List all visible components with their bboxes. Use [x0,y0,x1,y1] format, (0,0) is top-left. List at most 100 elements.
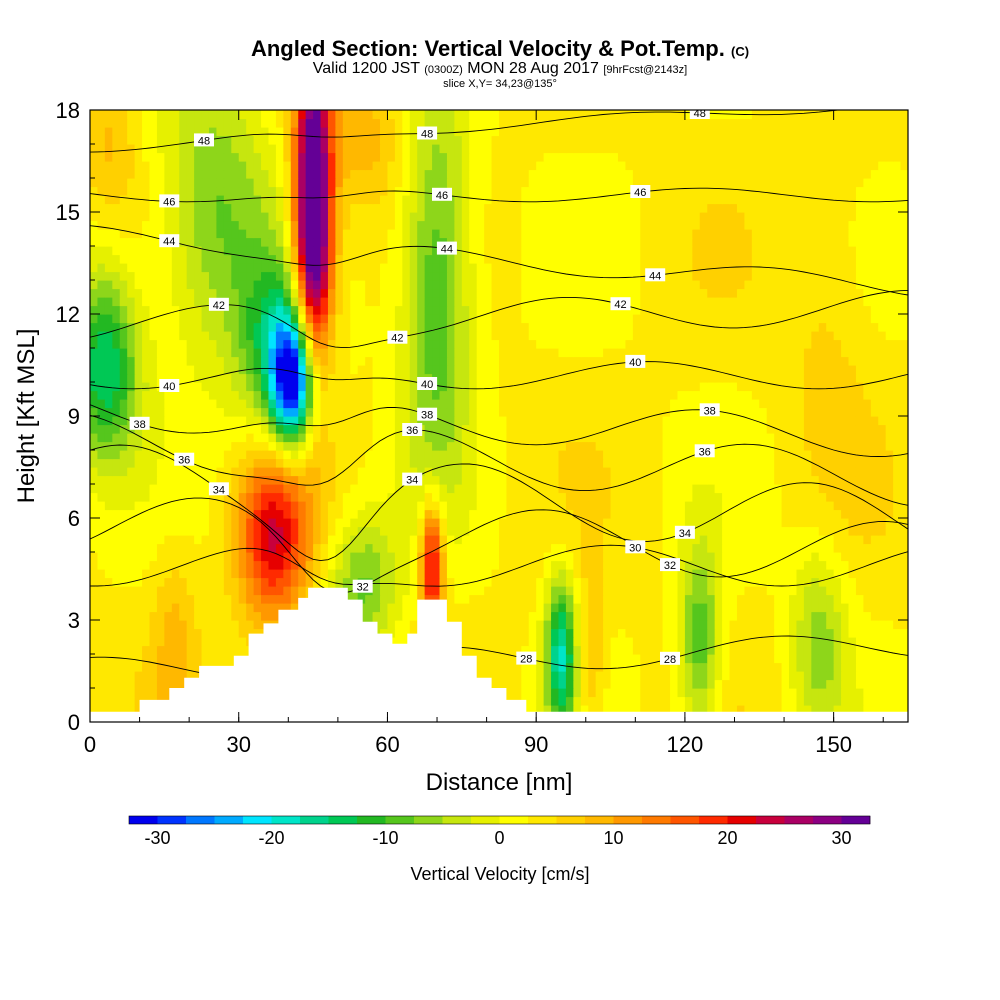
velocity-cell [826,348,835,358]
velocity-cell [818,484,827,494]
velocity-cell [335,577,344,587]
velocity-cell [461,492,470,502]
velocity-cell [789,620,798,630]
velocity-cell [208,399,218,409]
velocity-cell [402,560,411,570]
velocity-cell [327,339,336,349]
velocity-cell [283,356,292,366]
velocity-cell [186,671,195,681]
velocity-cell [789,416,798,426]
velocity-cell [826,705,835,715]
velocity-cell [402,484,411,494]
velocity-cell [744,569,753,579]
velocity-cell [580,637,589,647]
velocity-cell [387,458,396,468]
velocity-cell [216,331,225,341]
velocity-cell [551,348,560,358]
velocity-cell [521,348,530,358]
velocity-cell [632,654,641,664]
velocity-cell [781,484,790,494]
velocity-cell [231,331,240,341]
velocity-cell [231,560,240,570]
velocity-cell [625,560,634,570]
velocity-cell [142,382,151,392]
velocity-cell [625,586,634,596]
velocity-cell [499,348,508,358]
velocity-cell [647,518,656,528]
velocity-cell [766,688,775,698]
velocity-cell [729,373,738,383]
velocity-cell [833,560,842,570]
velocity-cell [885,433,894,443]
velocity-cell [625,467,634,477]
velocity-cell [380,611,389,621]
velocity-cell [290,467,299,477]
velocity-cell [268,560,277,570]
velocity-cell [677,450,686,460]
velocity-cell [841,382,850,392]
velocity-cell [640,467,649,477]
velocity-cell [789,586,798,596]
velocity-cell [573,577,582,587]
velocity-cell [223,458,232,468]
velocity-cell [357,484,366,494]
velocity-cell [223,441,232,451]
velocity-cell [551,407,560,417]
velocity-cell [112,535,121,545]
velocity-cell [223,620,232,630]
velocity-cell [841,416,850,426]
velocity-cell [692,628,701,638]
velocity-cell [662,373,671,383]
velocity-cell [357,348,366,358]
velocity-cell [617,339,627,349]
velocity-cell [617,662,627,672]
velocity-cell [848,688,857,698]
velocity-cell [617,450,627,460]
velocity-cell [394,467,403,477]
velocity-cell [409,339,418,349]
velocity-cell [699,475,708,485]
velocity-cell [186,416,195,426]
velocity-cell [662,501,671,511]
velocity-cell [848,645,857,655]
velocity-cell [134,484,143,494]
velocity-cell [543,475,552,485]
velocity-cell [305,458,314,468]
velocity-cell [134,628,143,638]
velocity-cell [833,441,842,451]
velocity-cell [476,628,485,638]
velocity-cell [208,492,218,502]
velocity-cell [610,543,619,553]
velocity-cell [275,518,284,528]
velocity-cell [826,407,835,417]
velocity-cell [365,594,374,604]
velocity-cell [893,475,902,485]
velocity-cell [521,356,530,366]
velocity-cell [573,399,582,409]
velocity-cell [558,492,567,502]
velocity-cell [253,628,262,638]
velocity-cell [684,484,693,494]
velocity-cell [640,509,649,519]
velocity-cell [238,594,247,604]
velocity-cell [751,586,760,596]
velocity-cell [194,339,203,349]
velocity-cell [305,552,314,562]
velocity-cell [893,594,902,604]
velocity-cell [803,407,812,417]
velocity-cell [201,560,210,570]
velocity-cell [655,424,664,434]
velocity-cell [387,348,396,358]
velocity-cell [551,603,560,613]
velocity-cell [551,552,560,562]
velocity-cell [90,637,99,647]
velocity-cell [543,492,552,502]
velocity-cell [90,458,99,468]
velocity-cell [878,433,887,443]
velocity-cell [647,671,656,681]
velocity-cell [722,450,731,460]
velocity-cell [670,339,679,349]
velocity-cell [573,509,582,519]
velocity-cell [327,441,336,451]
velocity-cell [231,339,240,349]
